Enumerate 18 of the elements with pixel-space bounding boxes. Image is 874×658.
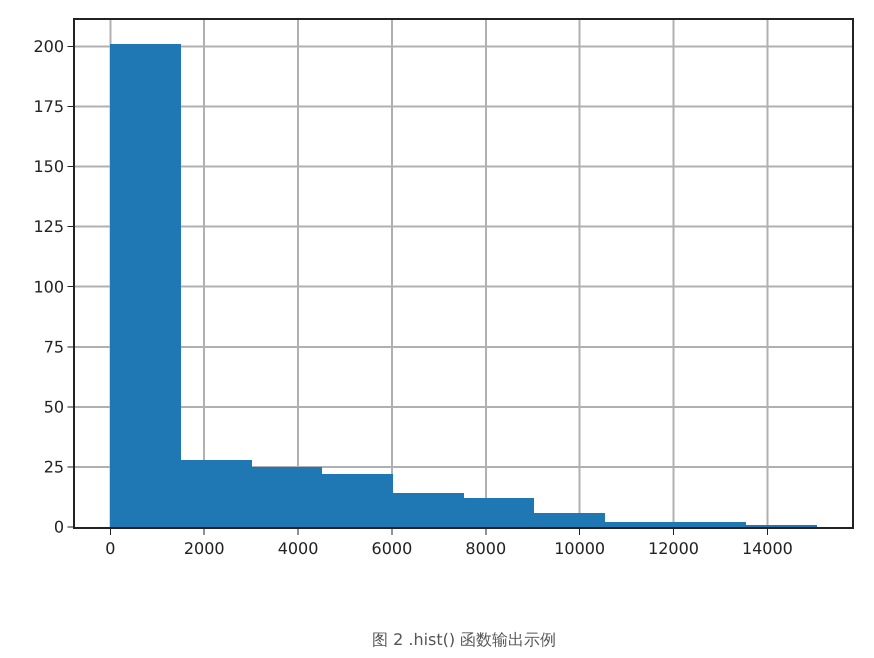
x-tick-label: 12000: [648, 538, 699, 558]
y-tick-label: 200: [34, 37, 64, 56]
x-tick-label: 8000: [465, 538, 506, 558]
x-tick-label: 2000: [184, 538, 225, 558]
y-tick-label: 100: [34, 277, 64, 296]
y-tick-label: 0: [54, 518, 64, 537]
x-tick-label: 14000: [742, 538, 793, 558]
y-tick-label: 25: [44, 458, 64, 477]
x-tick-label: 10000: [554, 538, 606, 558]
y-tick-label: 175: [34, 97, 64, 116]
x-tick-label: 6000: [372, 538, 412, 558]
y-tick-label: 50: [44, 397, 64, 416]
x-tick-label: 0: [105, 538, 116, 558]
caption: 图 2 .hist() 函数输出示例: [372, 630, 556, 649]
y-tick-label: 150: [34, 157, 64, 176]
x-tick-label: 4000: [278, 538, 318, 558]
y-tick-label: 125: [34, 217, 64, 236]
y-tick-label: 75: [44, 337, 64, 356]
